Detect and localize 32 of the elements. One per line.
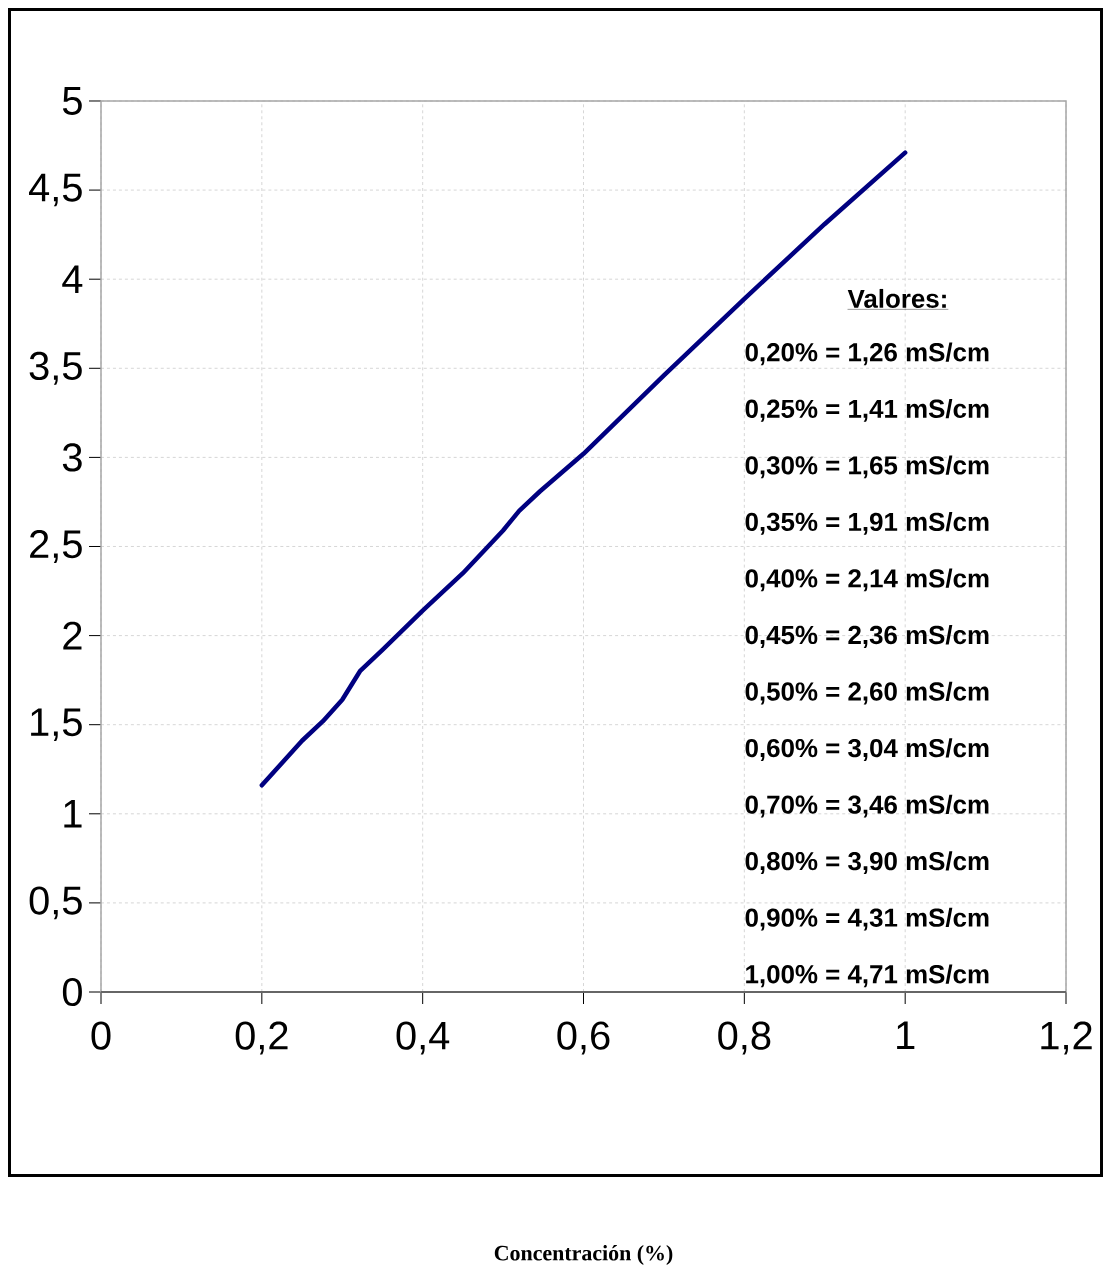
x-tick-label: 0,2 xyxy=(235,1021,288,1055)
annotation: 0,20% = 1,26 mS/cm xyxy=(745,342,989,366)
annotation: 0,80% = 3,90 mS/cm xyxy=(745,851,989,875)
y-tick-label: 1 xyxy=(64,800,82,828)
x-tick-label: 1,2 xyxy=(1041,1021,1092,1055)
x-tick-label: 0 xyxy=(91,1021,111,1050)
y-tick-label: 4,5 xyxy=(29,173,82,207)
y-tick-label: 1,5 xyxy=(31,708,82,741)
annotation: 0,45% = 2,36 mS/cm xyxy=(745,625,989,648)
annotation: 0,50% = 2,60 mS/cm xyxy=(745,681,989,705)
y-tick-label: 4 xyxy=(62,265,83,293)
y-tick-label: 2 xyxy=(63,621,82,650)
x-tick-label: 0,6 xyxy=(557,1021,610,1055)
annotation: 0,35% = 1,91 mS/cm xyxy=(745,512,989,535)
x-tick-label: 1 xyxy=(897,1021,915,1049)
y-tick-label: 3 xyxy=(62,443,82,472)
annotation: Valores: xyxy=(847,288,946,308)
x-tick-label: 0,4 xyxy=(396,1021,450,1055)
annotation: 0,70% = 3,46 mS/cm xyxy=(745,794,989,818)
text: Concentración (%) xyxy=(494,1245,673,1265)
y-tick-label: 0 xyxy=(62,977,82,1007)
annotation: 0,90% = 4,31 mS/cm xyxy=(745,907,989,931)
x-tick-label: 0,8 xyxy=(718,1021,771,1055)
y-tick-label: 3,5 xyxy=(29,351,82,385)
annotation: 0,40% = 2,14 mS/cm xyxy=(745,568,989,592)
annotation: 0,25% = 1,41 mS/cm xyxy=(745,398,989,422)
annotation: 0,60% = 3,04 mS/cm xyxy=(745,738,989,761)
y-tick-label: 2,5 xyxy=(30,530,82,563)
y-tick-label: 5 xyxy=(62,87,82,115)
y-tick-label: 0,5 xyxy=(29,886,82,920)
annotation: 0,30% = 1,65 mS/cm xyxy=(745,455,989,479)
annotation: 1,00% = 4,71 mS/cm xyxy=(746,964,989,988)
